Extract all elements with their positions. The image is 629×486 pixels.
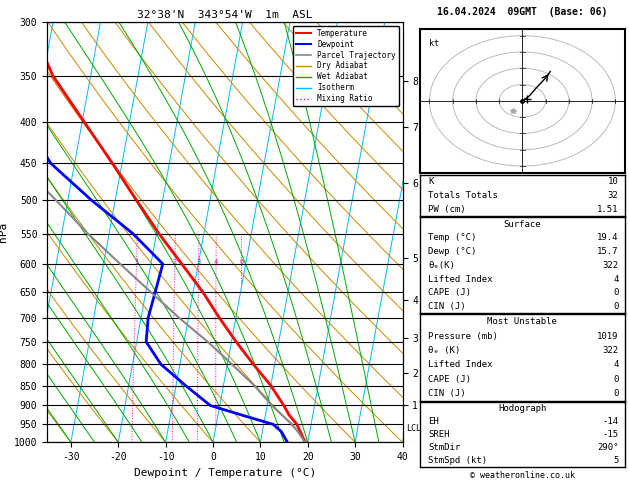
Text: Mixing Ratio (g/kg): Mixing Ratio (g/kg)	[426, 206, 435, 300]
Legend: Temperature, Dewpoint, Parcel Trajectory, Dry Adiabat, Wet Adiabat, Isotherm, Mi: Temperature, Dewpoint, Parcel Trajectory…	[292, 26, 399, 106]
Text: -15: -15	[603, 430, 618, 439]
Text: 10: 10	[608, 177, 618, 186]
Text: 1019: 1019	[597, 331, 618, 341]
Text: 4: 4	[613, 275, 618, 284]
Text: 5: 5	[613, 455, 618, 465]
Text: CAPE (J): CAPE (J)	[428, 375, 471, 384]
Text: 0: 0	[613, 302, 618, 311]
Text: Lifted Index: Lifted Index	[428, 275, 493, 284]
Text: Totals Totals: Totals Totals	[428, 191, 498, 200]
Text: Pressure (mb): Pressure (mb)	[428, 331, 498, 341]
Text: 0: 0	[613, 375, 618, 384]
Text: 290°: 290°	[597, 443, 618, 451]
Text: CIN (J): CIN (J)	[428, 302, 466, 311]
X-axis label: Dewpoint / Temperature (°C): Dewpoint / Temperature (°C)	[134, 468, 316, 478]
Text: 16.04.2024  09GMT  (Base: 06): 16.04.2024 09GMT (Base: 06)	[437, 7, 608, 17]
Text: Surface: Surface	[504, 220, 541, 228]
Text: 2: 2	[173, 259, 177, 265]
Y-axis label: km
ASL: km ASL	[435, 232, 452, 254]
Text: 4: 4	[214, 259, 218, 265]
Text: © weatheronline.co.uk: © weatheronline.co.uk	[470, 471, 575, 480]
Text: CAPE (J): CAPE (J)	[428, 288, 471, 297]
Text: 3: 3	[196, 259, 201, 265]
Text: Lifted Index: Lifted Index	[428, 361, 493, 369]
Text: 19.4: 19.4	[597, 233, 618, 243]
Text: StmSpd (kt): StmSpd (kt)	[428, 455, 487, 465]
Text: 15.7: 15.7	[597, 247, 618, 256]
Text: θₑ(K): θₑ(K)	[428, 261, 455, 270]
Text: CIN (J): CIN (J)	[428, 389, 466, 398]
Text: StmDir: StmDir	[428, 443, 460, 451]
Text: θₑ (K): θₑ (K)	[428, 346, 460, 355]
Text: -14: -14	[603, 417, 618, 426]
Text: PW (cm): PW (cm)	[428, 205, 466, 214]
Text: 32: 32	[608, 191, 618, 200]
Text: EH: EH	[428, 417, 439, 426]
Text: kt: kt	[430, 39, 440, 48]
Text: 6: 6	[240, 259, 243, 265]
Text: 0: 0	[613, 288, 618, 297]
Text: 4: 4	[613, 361, 618, 369]
Text: 1.51: 1.51	[597, 205, 618, 214]
Text: 1: 1	[135, 259, 138, 265]
Text: LCL: LCL	[406, 424, 421, 433]
Y-axis label: hPa: hPa	[0, 222, 8, 242]
Text: Hodograph: Hodograph	[498, 404, 547, 413]
Text: 0: 0	[613, 389, 618, 398]
Text: SREH: SREH	[428, 430, 450, 439]
Text: Dewp (°C): Dewp (°C)	[428, 247, 477, 256]
Text: 322: 322	[603, 346, 618, 355]
Text: Most Unstable: Most Unstable	[487, 317, 557, 326]
Text: Temp (°C): Temp (°C)	[428, 233, 477, 243]
Title: 32°38'N  343°54'W  1m  ASL: 32°38'N 343°54'W 1m ASL	[137, 10, 313, 20]
Text: K: K	[428, 177, 434, 186]
Text: 322: 322	[603, 261, 618, 270]
